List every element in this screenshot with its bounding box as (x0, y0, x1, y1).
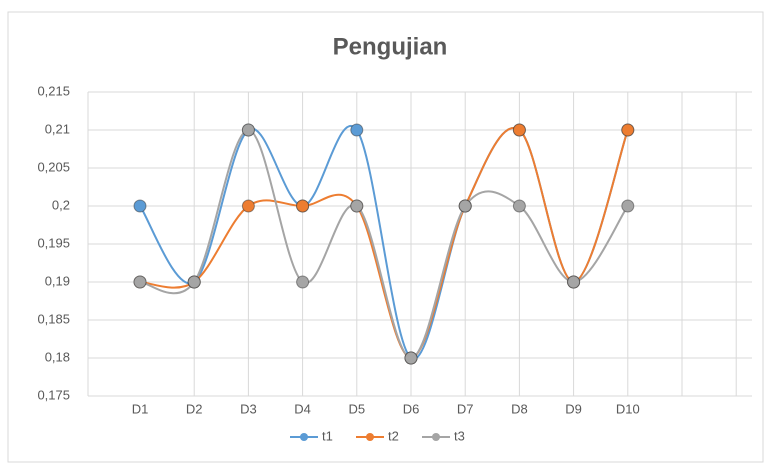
y-tick-label: 0,2 (52, 197, 70, 212)
x-tick-label: D5 (348, 401, 365, 416)
data-point (133, 199, 147, 213)
legend-marker (300, 433, 308, 441)
data-point (133, 275, 147, 289)
legend-label: t1 (322, 428, 333, 443)
y-tick-label: 0,21 (45, 121, 70, 136)
legend-marker (432, 433, 440, 441)
x-tick-label: D10 (616, 401, 640, 416)
data-point (187, 275, 201, 289)
y-tick-label: 0,205 (37, 159, 70, 174)
y-tick-label: 0,195 (37, 235, 70, 250)
x-tick-label: D2 (186, 401, 203, 416)
data-point (567, 275, 581, 289)
x-tick-label: D3 (240, 401, 257, 416)
x-tick-label: D1 (132, 401, 149, 416)
y-tick-label: 0,18 (45, 349, 70, 364)
x-tick-label: D7 (457, 401, 474, 416)
series-line (139, 128, 629, 360)
y-tick-label: 0,175 (37, 387, 70, 402)
data-point (621, 123, 635, 137)
x-tick-label: D8 (511, 401, 528, 416)
y-tick-label: 0,215 (37, 83, 70, 98)
x-tick-label: D9 (565, 401, 582, 416)
x-tick-label: D4 (294, 401, 311, 416)
chart-title: Pengujian (333, 33, 448, 60)
data-point (296, 199, 310, 213)
data-point (350, 199, 364, 213)
y-tick-label: 0,185 (37, 311, 70, 326)
chart-frame (7, 11, 764, 463)
legend-label: t2 (388, 428, 399, 443)
data-point (350, 123, 364, 137)
data-point (512, 199, 526, 213)
data-point (241, 123, 255, 137)
y-tick-label: 0,19 (45, 273, 70, 288)
legend-marker (366, 433, 374, 441)
x-tick-label: D6 (403, 401, 420, 416)
data-point (512, 123, 526, 137)
data-point (404, 351, 418, 365)
data-point (296, 275, 310, 289)
data-point (458, 199, 472, 213)
legend-label: t3 (454, 428, 465, 443)
data-point (621, 199, 635, 213)
data-point (241, 199, 255, 213)
